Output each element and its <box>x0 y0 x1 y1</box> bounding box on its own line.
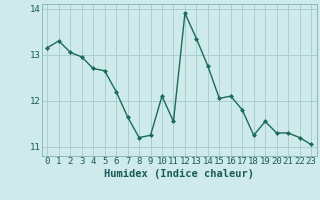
X-axis label: Humidex (Indice chaleur): Humidex (Indice chaleur) <box>104 169 254 179</box>
